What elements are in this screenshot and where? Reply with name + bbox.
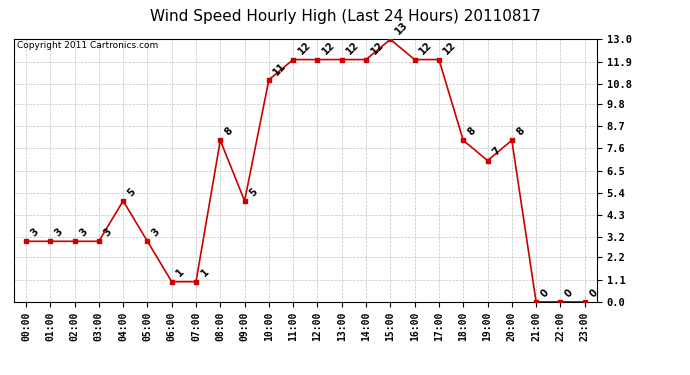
Text: 5: 5: [248, 186, 259, 198]
Text: 12: 12: [442, 40, 458, 57]
Text: 11: 11: [272, 60, 288, 77]
Text: 3: 3: [77, 226, 89, 238]
Text: 3: 3: [101, 226, 113, 238]
Text: 5: 5: [126, 186, 138, 198]
Text: 1: 1: [199, 267, 210, 279]
Text: 13: 13: [393, 20, 410, 37]
Text: 0: 0: [587, 287, 600, 299]
Text: 8: 8: [223, 126, 235, 138]
Text: 12: 12: [369, 40, 386, 57]
Text: 3: 3: [150, 226, 162, 238]
Text: 1: 1: [175, 267, 186, 279]
Text: Copyright 2011 Cartronics.com: Copyright 2011 Cartronics.com: [17, 41, 158, 50]
Text: 0: 0: [539, 287, 551, 299]
Text: 3: 3: [53, 226, 65, 238]
Text: Wind Speed Hourly High (Last 24 Hours) 20110817: Wind Speed Hourly High (Last 24 Hours) 2…: [150, 9, 540, 24]
Text: 12: 12: [417, 40, 434, 57]
Text: 7: 7: [491, 146, 502, 158]
Text: 0: 0: [563, 287, 575, 299]
Text: 3: 3: [29, 226, 41, 238]
Text: 12: 12: [296, 40, 313, 57]
Text: 12: 12: [344, 40, 361, 57]
Text: 8: 8: [515, 126, 526, 138]
Text: 8: 8: [466, 126, 478, 138]
Text: 12: 12: [320, 40, 337, 57]
